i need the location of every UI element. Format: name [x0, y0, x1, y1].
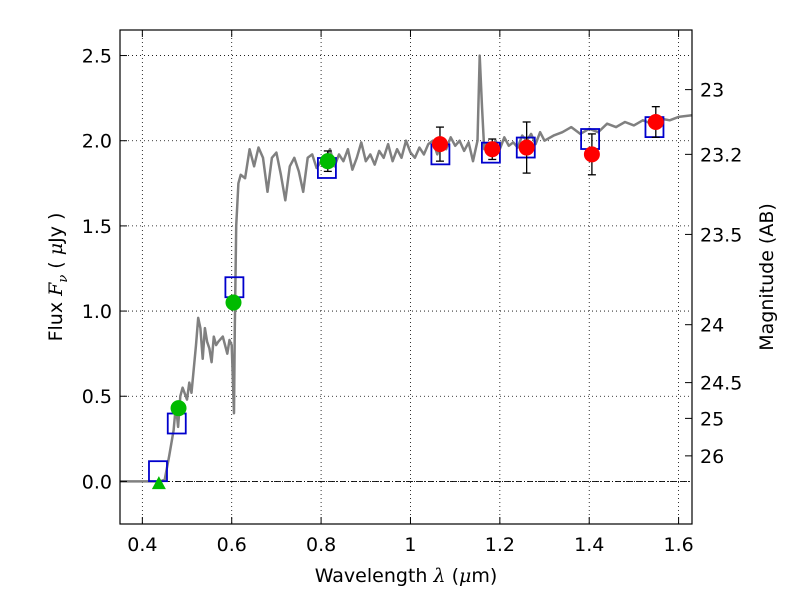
upper-limit-triangle — [151, 476, 166, 490]
y2-tick-label: 25 — [700, 408, 724, 430]
x-axis-label-symbol: λ — [432, 565, 445, 587]
x-axis-label-unit-mu: μ — [459, 565, 471, 587]
plot-frame — [119, 29, 693, 525]
y-tick-label: 0.5 — [82, 386, 112, 408]
grid-layer — [120, 30, 692, 524]
x-tick-label: 0.6 — [217, 534, 247, 556]
marker-layer — [148, 106, 665, 490]
x-axis-label-unit-close: m) — [471, 565, 497, 587]
detection-point — [518, 139, 535, 156]
spectrum-layer — [120, 54, 693, 483]
y2-tick-label: 23.5 — [700, 224, 742, 246]
x-axis-label-unit-open: ( — [446, 565, 459, 587]
y2-tick-label: 23.2 — [700, 144, 742, 166]
y2-tick-label: 23 — [700, 80, 724, 102]
y2-axis-label: Magnitude (AB) — [756, 203, 778, 351]
y-tick-label: 1.5 — [82, 216, 112, 238]
x-tick-label: 1 — [404, 534, 416, 556]
x-axis-label-text: Wavelength — [315, 565, 428, 587]
x-tick-label: 0.4 — [127, 534, 157, 556]
tick-layer: 0.4 0.6 0.8 1 1.2 1.4 1.6 0.0 0.5 1.0 1.5 2.0 2.5 23 2… — [82, 30, 742, 556]
x-tick-label: 0.8 — [306, 534, 336, 556]
y-axis-label-sub: ν — [56, 275, 71, 283]
y2-tick-label: 26 — [700, 446, 724, 468]
model-photometry-square — [515, 136, 536, 159]
detection-point — [484, 141, 501, 158]
detection-point — [319, 153, 336, 170]
y-tick-label: 2.5 — [82, 46, 112, 68]
y-axis-label-symbol: F — [45, 282, 67, 297]
spectrum-line — [120, 54, 693, 483]
y-axis-label-unit-open: ( — [45, 255, 67, 275]
x-axis-label: Wavelength λ (μm) — [315, 565, 498, 587]
y-tick-label: 1.0 — [82, 301, 112, 323]
x-tick-label: 1.4 — [574, 534, 604, 556]
y-tick-label: 2.0 — [82, 131, 112, 153]
detection-point — [647, 113, 664, 130]
detection-point — [431, 136, 448, 153]
y2-tick-label: 24 — [700, 315, 724, 337]
detection-point — [225, 294, 242, 311]
y-axis-label: Flux Fν ( μJy ) — [45, 213, 71, 342]
detection-point — [170, 400, 187, 417]
y-axis-label-unit-mu: μ — [45, 243, 67, 255]
y-axis-label-text: Flux — [45, 302, 67, 342]
x-tick-label: 1.2 — [485, 534, 515, 556]
y-tick-label: 0.0 — [82, 471, 112, 493]
y-axis-label-unit-close: Jy ) — [45, 213, 67, 244]
y2-tick-label: 24.5 — [700, 373, 742, 395]
x-tick-label: 1.6 — [663, 534, 693, 556]
detection-point — [583, 146, 600, 163]
